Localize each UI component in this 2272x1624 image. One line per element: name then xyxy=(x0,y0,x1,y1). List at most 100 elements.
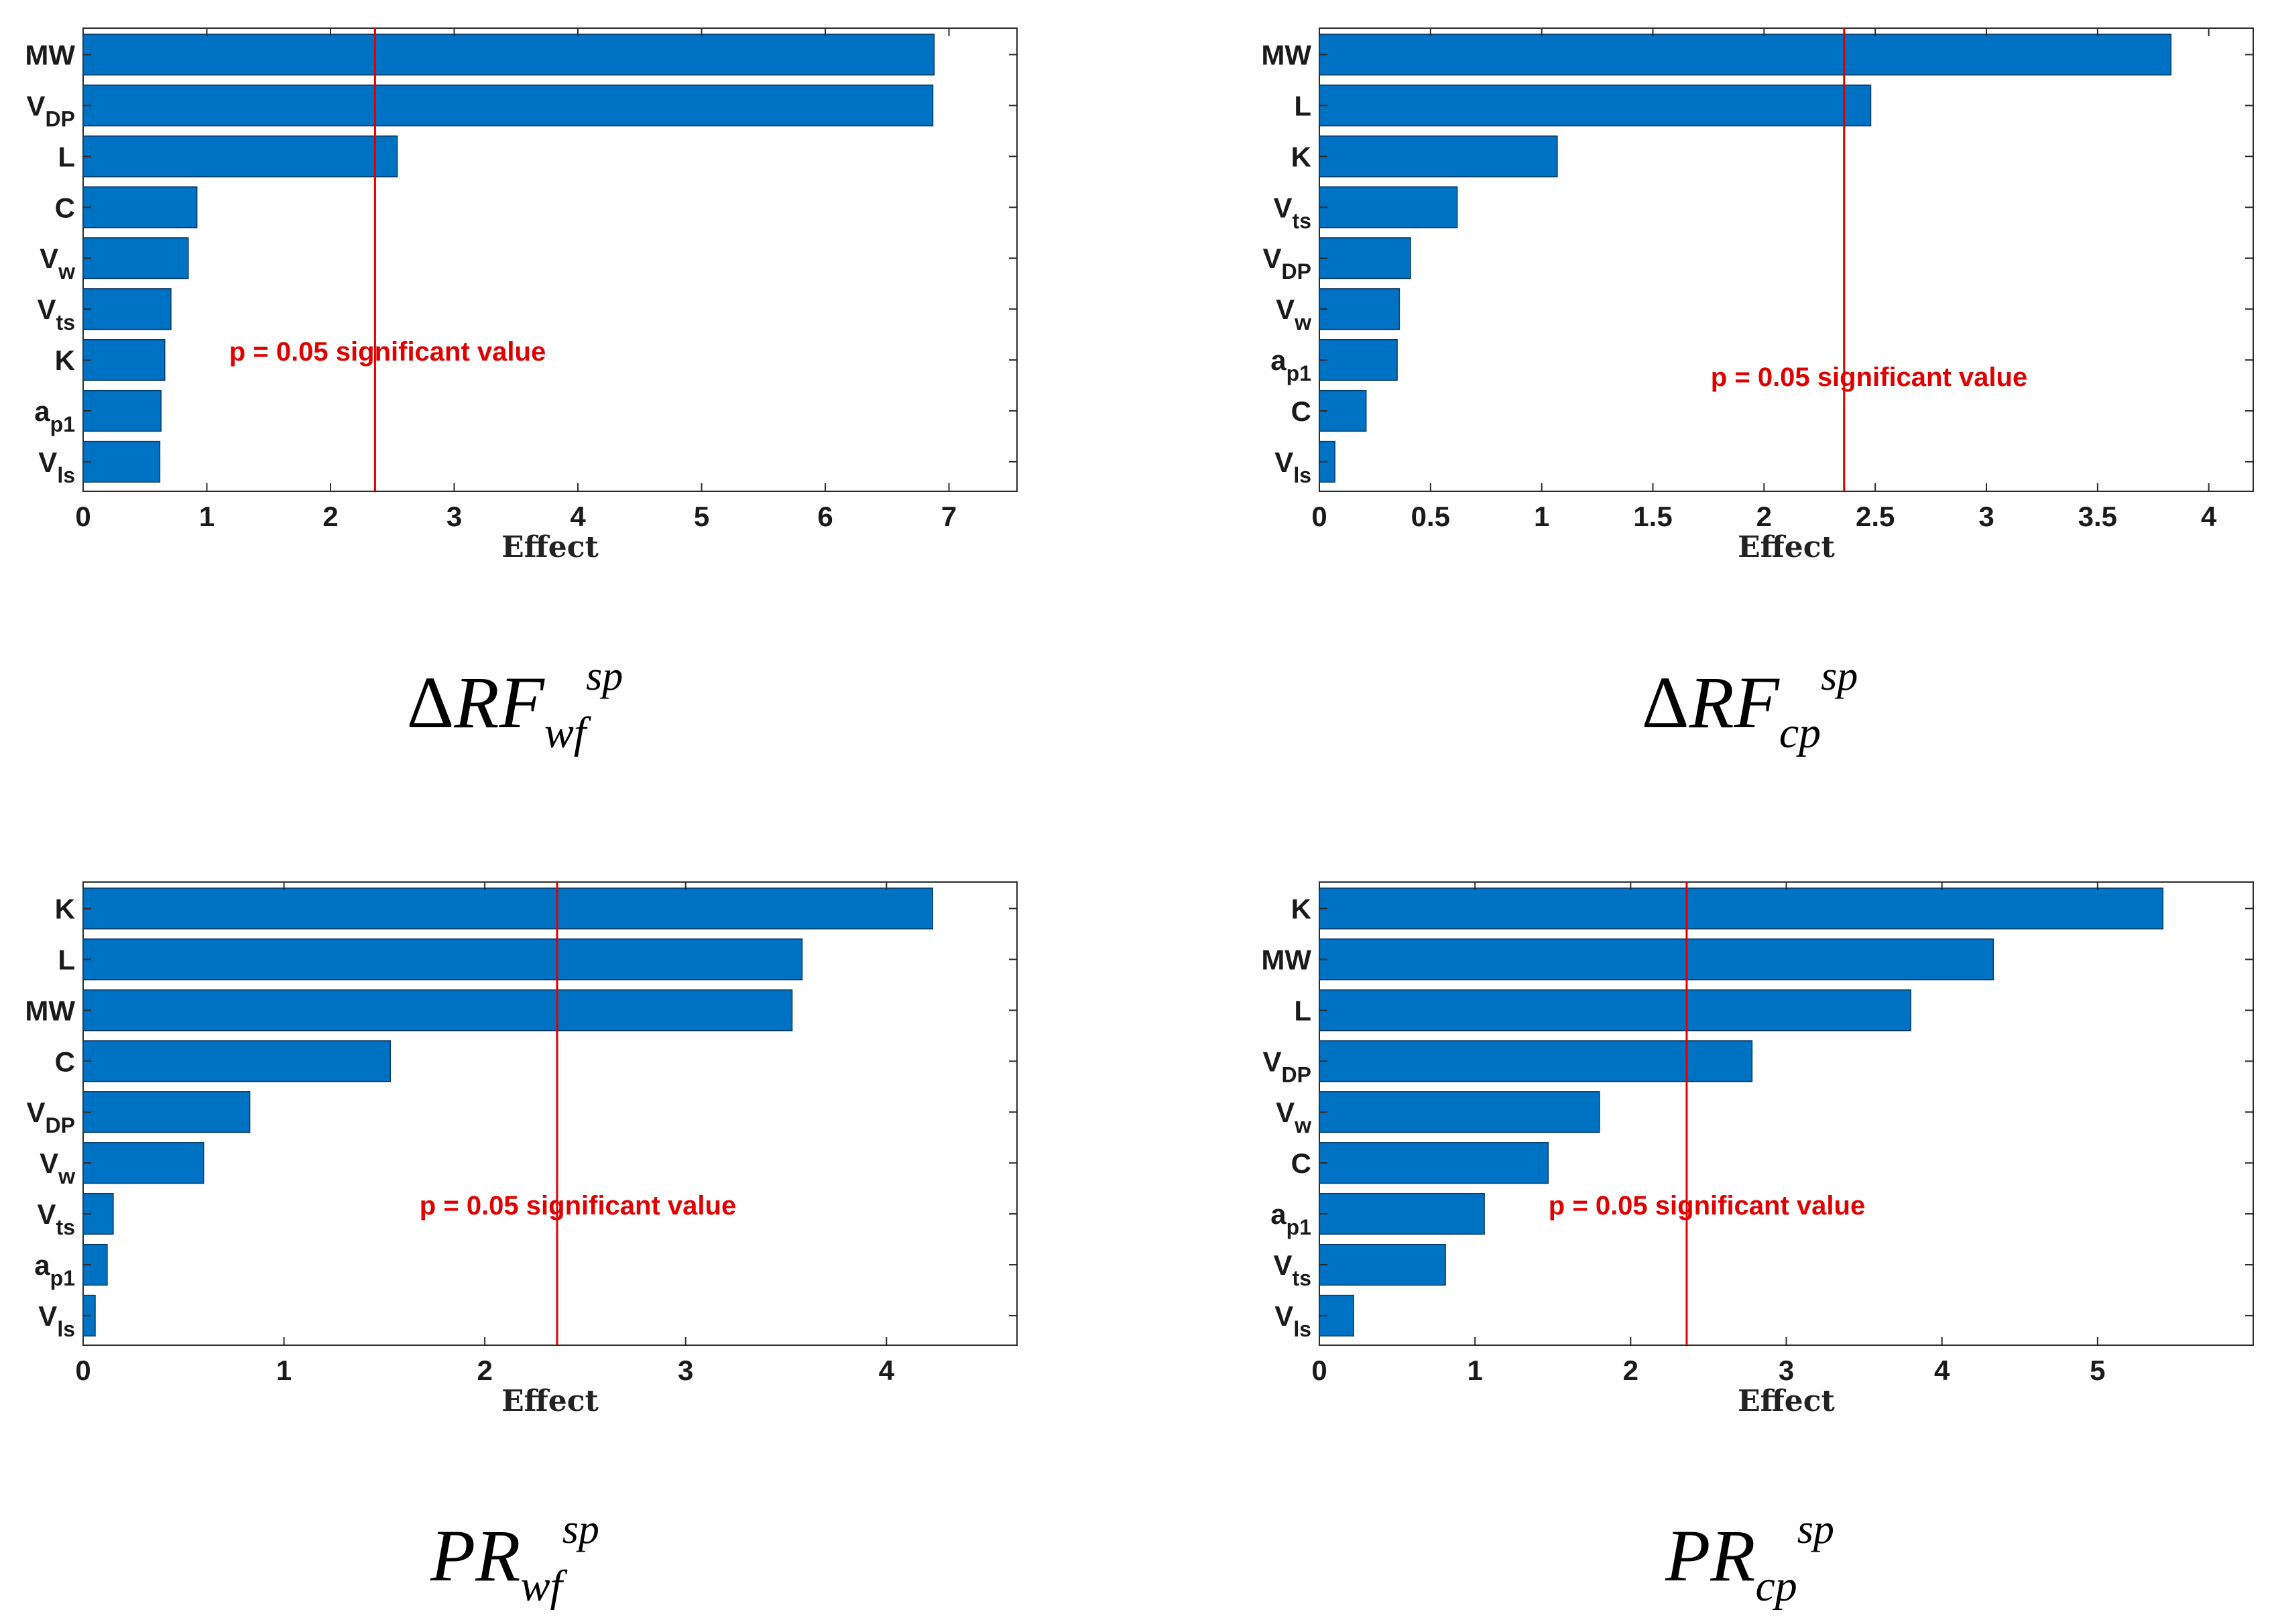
bar xyxy=(1319,288,1400,330)
bar xyxy=(82,186,198,229)
bar xyxy=(1319,186,1458,229)
category-label: Vts xyxy=(1274,192,1311,233)
category-label: L xyxy=(1294,90,1311,121)
category-label: C xyxy=(55,1046,75,1077)
bar xyxy=(82,1091,251,1133)
bar xyxy=(82,1040,392,1082)
category-label: Vw xyxy=(40,243,75,284)
bar xyxy=(1319,84,1872,127)
threshold-label: p = 0.05 significant value xyxy=(1549,1191,1865,1221)
x-tick-label: 7 xyxy=(941,501,957,532)
category-label: VDP xyxy=(1263,243,1311,284)
x-tick-label: 0 xyxy=(75,501,91,532)
category-label: Vls xyxy=(38,1300,75,1341)
category-label: MW xyxy=(1261,40,1311,71)
bar xyxy=(82,887,933,930)
bar xyxy=(82,135,398,178)
category-label: Vls xyxy=(38,446,75,487)
threshold-label: p = 0.05 significant value xyxy=(1711,363,2027,392)
x-tick-label: 3 xyxy=(1978,501,1994,532)
category-label: VDP xyxy=(1263,1046,1311,1086)
category-label: ap1 xyxy=(1270,345,1311,385)
category-label: VDP xyxy=(27,1097,75,1137)
bar xyxy=(1319,34,2172,76)
x-axis-title: Effect xyxy=(1738,1384,1835,1418)
x-tick-label: 2 xyxy=(477,1355,492,1386)
x-tick-label: 0 xyxy=(1311,501,1327,532)
bar xyxy=(1319,1192,1485,1235)
bar xyxy=(1319,1091,1600,1133)
x-axis-title: Effect xyxy=(501,530,599,564)
bar xyxy=(1319,989,1911,1032)
threshold-label: p = 0.05 significant value xyxy=(420,1191,736,1221)
category-label: Vw xyxy=(1276,1097,1311,1137)
category-label: MW xyxy=(25,40,75,71)
category-label: L xyxy=(1294,995,1311,1026)
category-label: Vw xyxy=(40,1147,75,1188)
category-label: Vts xyxy=(38,1198,75,1239)
bar xyxy=(1319,1142,1549,1184)
bar xyxy=(82,389,162,432)
threshold-label: p = 0.05 significant value xyxy=(229,337,546,367)
bar xyxy=(1319,135,1558,178)
bar xyxy=(1319,1040,1753,1082)
bar xyxy=(82,1142,204,1184)
x-tick-label: 1 xyxy=(199,501,215,532)
x-tick-label: 1.5 xyxy=(1633,501,1672,532)
category-label: C xyxy=(1291,1147,1311,1179)
category-label: Vts xyxy=(1274,1249,1311,1290)
category-label: MW xyxy=(1261,944,1311,975)
bar xyxy=(82,34,935,76)
bar xyxy=(1319,1243,1446,1286)
category-label: Vls xyxy=(1274,1300,1311,1341)
chart-caption: ΔRFcpsp xyxy=(1642,653,1858,757)
chart-caption: PRcpsp xyxy=(1665,1507,1834,1611)
chart-caption: ΔRFwfsp xyxy=(407,653,623,757)
x-tick-label: 5 xyxy=(694,501,709,532)
category-label: ap1 xyxy=(1270,1198,1311,1239)
category-label: K xyxy=(1291,893,1311,925)
x-tick-label: 2 xyxy=(1623,1355,1638,1386)
bar xyxy=(82,989,793,1032)
x-tick-label: 2.5 xyxy=(1856,501,1895,532)
bar xyxy=(1319,338,1398,381)
bar xyxy=(1319,938,1994,981)
category-label: Vls xyxy=(1274,446,1311,487)
x-tick-label: 3 xyxy=(1779,1355,1794,1386)
category-label: C xyxy=(1291,395,1311,427)
category-label: ap1 xyxy=(34,395,75,436)
category-label: MW xyxy=(25,995,75,1026)
bar xyxy=(82,338,166,381)
category-label: ap1 xyxy=(34,1249,75,1290)
category-label: VDP xyxy=(27,90,75,131)
x-tick-label: 5 xyxy=(2090,1355,2105,1386)
category-label: C xyxy=(55,192,75,223)
category-label: L xyxy=(58,141,75,172)
x-tick-label: 3 xyxy=(446,501,462,532)
category-label: K xyxy=(55,893,75,925)
x-tick-label: 4 xyxy=(570,501,586,532)
bar xyxy=(82,288,172,330)
x-tick-label: 3.5 xyxy=(2078,501,2117,532)
x-tick-label: 1 xyxy=(1467,1355,1482,1386)
x-tick-label: 1 xyxy=(1534,501,1549,532)
bar xyxy=(82,84,934,127)
category-label: K xyxy=(1291,141,1311,172)
x-tick-label: 4 xyxy=(879,1355,895,1386)
bar xyxy=(82,237,189,279)
x-tick-label: 4 xyxy=(2201,501,2217,532)
x-tick-label: 0.5 xyxy=(1411,501,1450,532)
x-tick-label: 3 xyxy=(678,1355,693,1386)
x-axis-title: Effect xyxy=(1738,530,1835,564)
x-tick-label: 0 xyxy=(1311,1355,1327,1386)
x-tick-label: 4 xyxy=(1934,1355,1950,1386)
bar xyxy=(82,938,803,981)
bar xyxy=(1319,237,1411,279)
x-tick-label: 1 xyxy=(276,1355,292,1386)
category-label: L xyxy=(58,944,75,975)
